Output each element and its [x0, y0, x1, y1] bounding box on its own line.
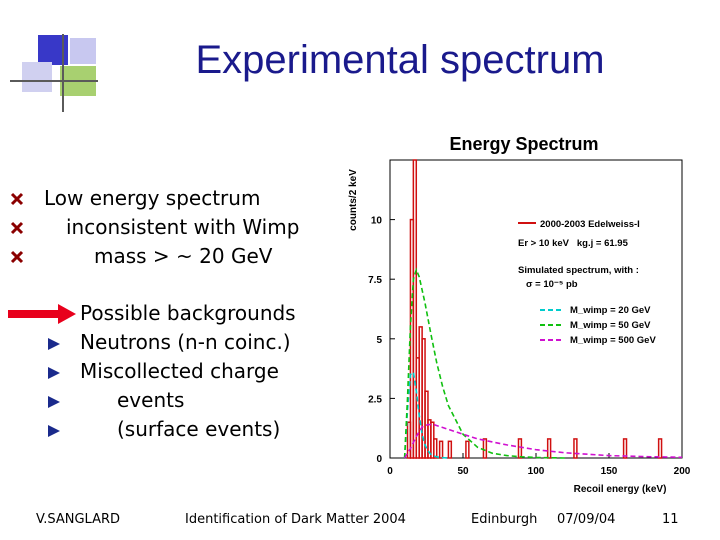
- legend-sigma-label: σ = 10⁻⁵ pb: [526, 279, 578, 290]
- sub-item-4: (surface events): [117, 417, 281, 441]
- footer-location: Edinburgh: [471, 512, 538, 527]
- x-bullet-icon: [10, 250, 24, 264]
- y-tick-label: 7.5: [368, 275, 382, 286]
- series-line: [403, 370, 449, 459]
- x-bullet-icon: [10, 221, 24, 235]
- histogram-bar: [517, 438, 523, 459]
- sub-item-2: Miscollected charge: [80, 359, 279, 383]
- legend-series-label: M_wimp = 20 GeV: [570, 305, 651, 316]
- histogram-bar: [573, 438, 578, 459]
- x-tick-label: 100: [528, 466, 545, 477]
- triangle-bullet-icon: [48, 425, 60, 437]
- sub-item-1: Neutrons (n-n coinc.): [80, 330, 291, 354]
- series-line: [403, 267, 566, 459]
- legend-data-label: 2000-2003 Edelweiss-I: [540, 219, 640, 230]
- histogram-bar: [657, 438, 663, 459]
- y-tick-label: 0: [376, 454, 382, 465]
- y-tick-label: 2.5: [368, 394, 382, 405]
- x-tick-label: 200: [674, 466, 691, 477]
- histogram-bar: [438, 440, 444, 459]
- histogram-bar: [433, 438, 438, 459]
- corner-decoration: [0, 0, 110, 112]
- footer-conference: Identification of Dark Matter 2004: [185, 512, 406, 527]
- arrow-item: Possible backgrounds: [80, 301, 296, 325]
- slide-title: Experimental spectrum: [195, 38, 605, 82]
- bullet-line-1: Low energy spectrum: [44, 186, 261, 210]
- legend-cut-label: Er > 10 keV kg.j = 61.95: [518, 238, 629, 249]
- y-axis-label: counts/2 keV: [348, 169, 359, 231]
- chart-title: Energy Spectrum: [449, 134, 598, 154]
- histogram-bar: [482, 438, 488, 459]
- legend-series-label: M_wimp = 500 GeV: [570, 335, 656, 346]
- footer-date: 07/09/04: [557, 512, 616, 527]
- series-line: [403, 423, 683, 459]
- y-tick-label: 5: [376, 335, 382, 346]
- bullet-line-2: inconsistent with Wimp: [66, 215, 300, 239]
- histogram-bar: [447, 440, 453, 459]
- histogram-bar: [412, 159, 418, 459]
- energy-spectrum-chart: Energy Spectrum counts/2 keV Recoil ener…: [348, 134, 691, 495]
- histogram-bar: [465, 440, 470, 459]
- triangle-bullet-icon: [48, 367, 60, 379]
- legend-series-label: M_wimp = 50 GeV: [570, 320, 651, 331]
- footer-author: V.SANGLARD: [36, 512, 121, 527]
- bullet-line-3: mass > ~ 20 GeV: [94, 244, 273, 268]
- arrow-right-icon: [8, 304, 76, 324]
- x-tick-label: 0: [387, 466, 393, 477]
- histogram-bar: [622, 438, 628, 459]
- footer-page-number: 11: [662, 512, 679, 527]
- x-axis-label: Recoil energy (keV): [574, 484, 667, 495]
- triangle-bullet-icon: [48, 338, 60, 350]
- x-bullet-icon: [10, 192, 24, 206]
- legend-sim-label: Simulated spectrum, with :: [518, 265, 639, 276]
- x-tick-label: 50: [457, 466, 469, 477]
- histogram-bar: [546, 438, 552, 459]
- x-tick-label: 150: [601, 466, 618, 477]
- sub-item-3: events: [117, 388, 185, 412]
- triangle-bullet-icon: [48, 396, 60, 408]
- y-tick-label: 10: [371, 216, 383, 227]
